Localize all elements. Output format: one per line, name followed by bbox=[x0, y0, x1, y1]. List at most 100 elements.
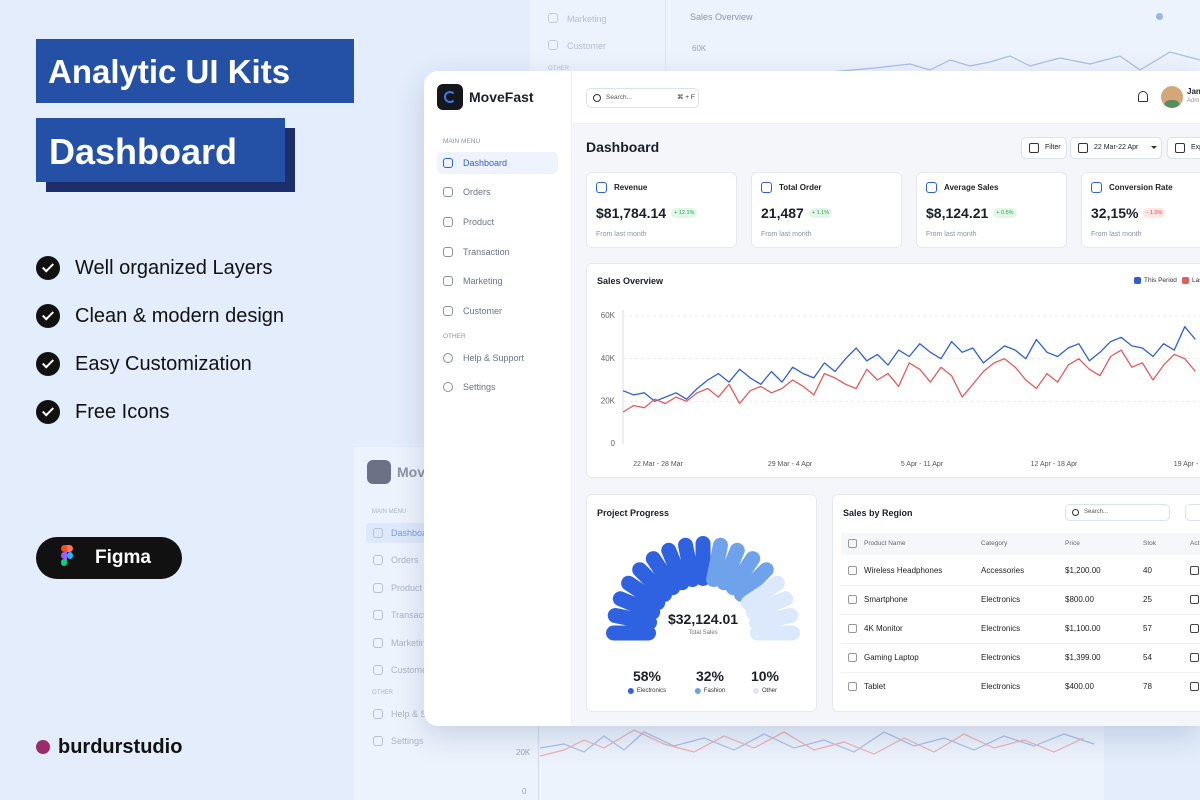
table-cell: $800.00 bbox=[1065, 595, 1094, 605]
export-button[interactable]: Exp bbox=[1167, 137, 1200, 159]
legend-dot bbox=[1156, 13, 1163, 20]
row-divider bbox=[841, 614, 1200, 615]
menu-item[interactable]: Help & Support bbox=[463, 352, 525, 363]
gauge-bar bbox=[645, 551, 681, 596]
background-decoration bbox=[829, 51, 1200, 72]
search-box[interactable]: Search... bbox=[1065, 504, 1170, 521]
icon bbox=[373, 555, 383, 565]
segment-percent: 10% bbox=[750, 667, 780, 684]
menu-item: Help & Support bbox=[391, 708, 453, 719]
feature-text: Easy Customization bbox=[75, 353, 252, 375]
background-decoration bbox=[539, 731, 1095, 753]
menu-item[interactable]: Marketing bbox=[463, 275, 503, 286]
background-panel: Marketing Customer OTHER Sales Overview 60K bbox=[530, 0, 1200, 72]
logo bbox=[367, 460, 391, 484]
gauge-bar bbox=[695, 536, 711, 586]
menu-item[interactable]: Customer bbox=[463, 305, 503, 316]
icon bbox=[1175, 143, 1185, 153]
gauge-bar bbox=[750, 625, 800, 641]
checkbox[interactable] bbox=[848, 682, 857, 691]
table-cell: Electronics bbox=[981, 682, 1021, 692]
action-icon[interactable] bbox=[1190, 653, 1199, 662]
gauge-bar bbox=[725, 551, 761, 596]
icon bbox=[373, 709, 383, 719]
gauge-bar bbox=[607, 608, 658, 630]
filter-button[interactable] bbox=[1185, 504, 1200, 521]
menu-item[interactable]: Product bbox=[463, 216, 495, 227]
action-icon[interactable] bbox=[1190, 682, 1199, 691]
filter-button[interactable]: Filter bbox=[1021, 137, 1067, 159]
date-button[interactable]: 22 Mar-22 Apr bbox=[1070, 137, 1162, 159]
menu-highlight bbox=[437, 152, 558, 174]
page-title: Dashboard bbox=[586, 138, 660, 155]
axis-line bbox=[538, 726, 539, 800]
action-icon[interactable] bbox=[1190, 566, 1199, 575]
table-cell: Electronics bbox=[981, 595, 1021, 605]
gauge-bar bbox=[745, 591, 794, 620]
legend-label: Fashion bbox=[703, 688, 726, 694]
search-box[interactable]: Search... ⌘ + F bbox=[586, 88, 699, 108]
icon bbox=[373, 736, 383, 746]
icon bbox=[443, 217, 453, 227]
gauge-bar bbox=[748, 608, 799, 630]
table-cell: Smartphone bbox=[864, 595, 908, 605]
search-shortcut: ⌘ + F bbox=[677, 94, 695, 102]
y-tick-label: 20K bbox=[601, 396, 616, 405]
header-border bbox=[571, 123, 1200, 124]
menu-item[interactable]: Orders bbox=[463, 186, 491, 197]
menu-section-label: MAIN MENU bbox=[443, 138, 481, 146]
checkbox[interactable] bbox=[848, 595, 857, 604]
action-icon[interactable] bbox=[1190, 595, 1199, 604]
bell-icon[interactable] bbox=[1138, 91, 1148, 102]
promo-title: Analytic UI Kits bbox=[48, 53, 291, 91]
feature-text: Well organized Layers bbox=[75, 257, 273, 279]
stat-label: Total Order bbox=[779, 183, 822, 193]
studio-dot bbox=[36, 740, 50, 754]
y-tick-label: 40K bbox=[601, 354, 616, 363]
legend-label: Last bbox=[1192, 277, 1200, 285]
column-header: Stok bbox=[1143, 540, 1157, 548]
stat-note: From last month bbox=[761, 230, 812, 238]
action-icon[interactable] bbox=[1190, 624, 1199, 633]
icon bbox=[443, 353, 453, 363]
series-line bbox=[622, 326, 1196, 402]
menu-item[interactable]: Settings bbox=[463, 381, 496, 392]
search-placeholder: Search... bbox=[606, 94, 633, 102]
check-icon bbox=[36, 304, 60, 328]
table-cell: $1,100.00 bbox=[1065, 624, 1101, 634]
stat-change: - 1.0% bbox=[1143, 208, 1166, 218]
stat-value: $81,784.14 bbox=[596, 205, 667, 221]
table-cell: Wireless Headphones bbox=[864, 566, 943, 576]
y-tick-label: 20K bbox=[516, 748, 531, 758]
gauge-bar bbox=[740, 575, 785, 611]
stat-value-row: $81,784.14 + 12.1% bbox=[596, 205, 698, 221]
gauge-bar bbox=[606, 625, 656, 641]
stat-value-row: 21,487 + 1.1% bbox=[761, 205, 833, 221]
check-icon bbox=[36, 256, 60, 280]
stat-card: Average Sales $8,124.21 + 0.5% From last mo… bbox=[916, 172, 1067, 248]
stat-value-row: 32,15% - 1.0% bbox=[1091, 205, 1166, 221]
checkbox[interactable] bbox=[848, 624, 857, 633]
gauge-bar bbox=[632, 562, 672, 602]
checkbox[interactable] bbox=[848, 566, 857, 575]
menu-item[interactable]: Dashboard bbox=[463, 157, 508, 168]
table-cell: 57 bbox=[1143, 624, 1152, 634]
icon bbox=[443, 276, 453, 286]
stat-card: Revenue $81,784.14 + 12.1% From last month bbox=[586, 172, 737, 248]
export-button-label: Exp bbox=[1191, 143, 1200, 151]
icon bbox=[373, 528, 383, 538]
menu-item: Orders bbox=[391, 554, 419, 565]
date-button-label: 22 Mar-22 Apr bbox=[1094, 143, 1139, 151]
checkbox[interactable] bbox=[848, 653, 857, 662]
checkbox[interactable] bbox=[848, 539, 857, 548]
line-chart: 0 20K 40K 60K 22 Mar - 28 Mar 29 Mar - 4 Apr 5… bbox=[601, 310, 1200, 468]
gauge-bar bbox=[621, 575, 666, 611]
table-cell: Accessories bbox=[981, 566, 1025, 576]
stat-card: Conversion Rate 32,15% - 1.0% From last mon… bbox=[1081, 172, 1200, 248]
icon bbox=[1078, 143, 1088, 153]
gauge-bar bbox=[706, 537, 728, 588]
segment-legend: Fashion bbox=[694, 688, 726, 694]
menu-item: Marketing bbox=[391, 637, 431, 648]
menu-item[interactable]: Transaction bbox=[463, 246, 510, 257]
search-icon bbox=[1072, 509, 1079, 516]
